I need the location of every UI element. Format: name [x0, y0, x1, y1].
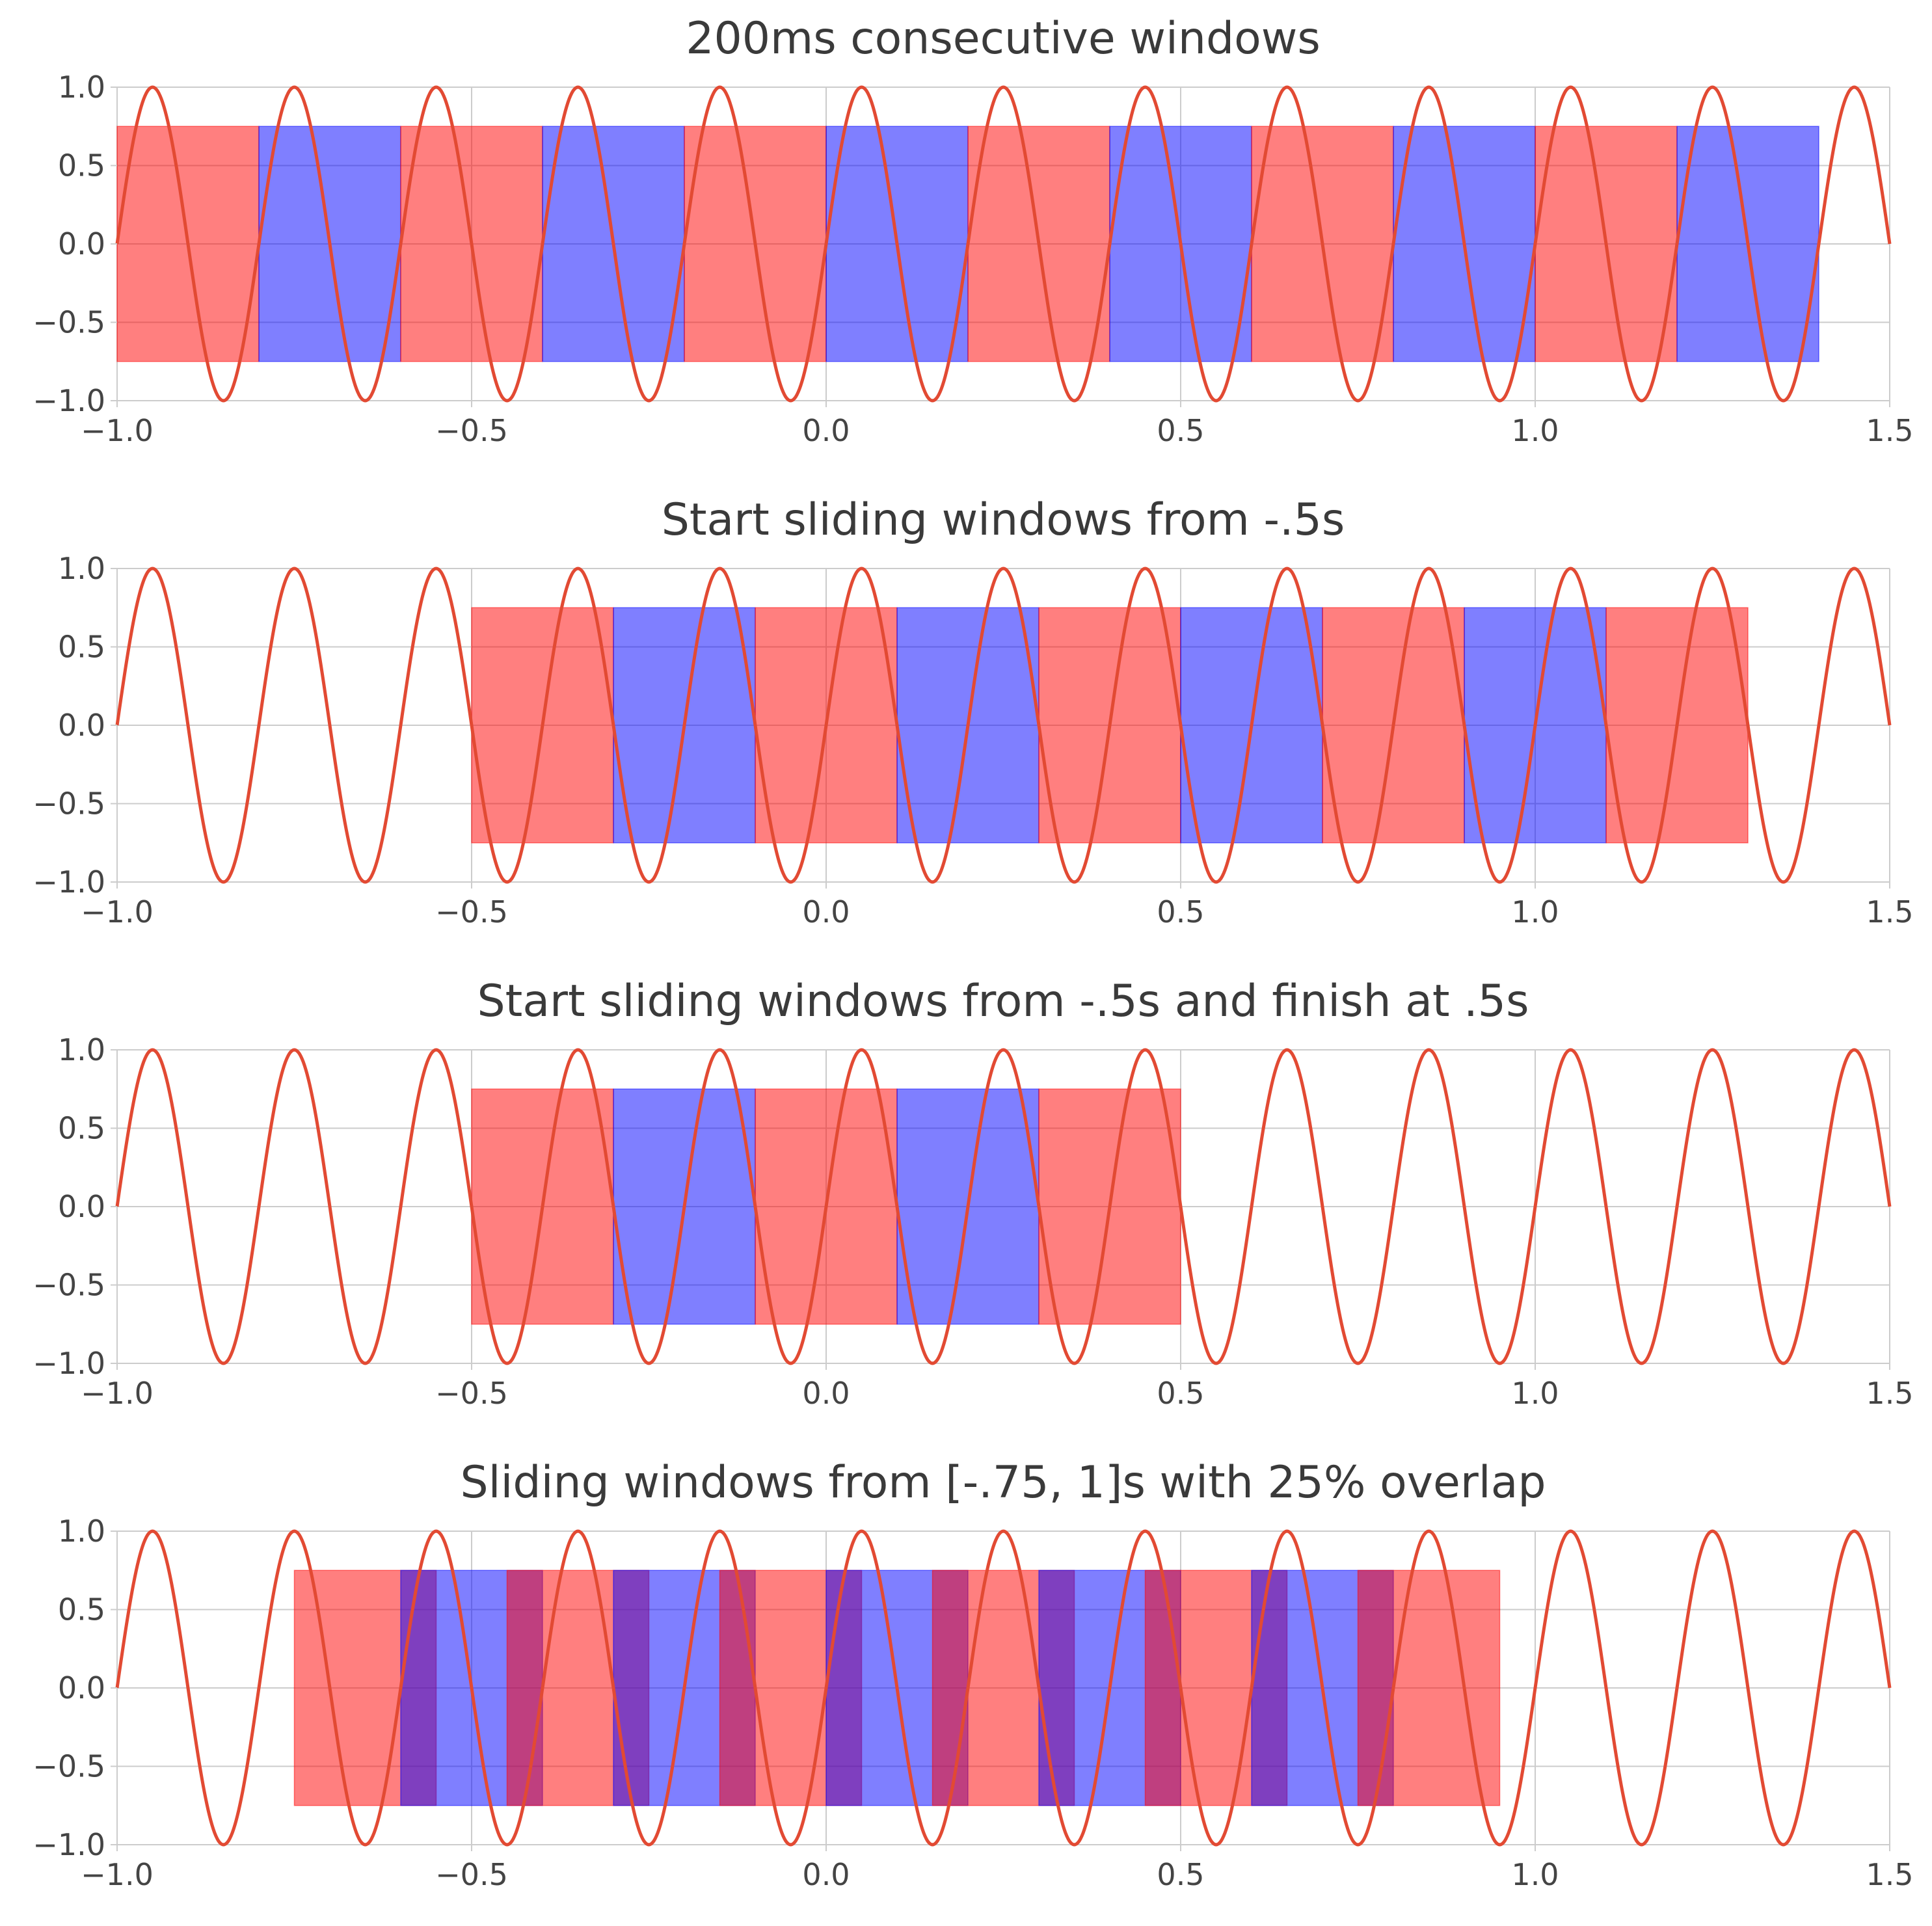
subplot-3-ytick-label-0: 1.0 [58, 1032, 105, 1067]
subplot-4-window-11 [1357, 1570, 1501, 1806]
subplot-2-y-ticks: 1.0 0.5 0.0 −0.5 −1.0 [33, 551, 117, 900]
subplot-2-xtick-label-1: −0.5 [435, 894, 508, 930]
subplot-4-title: Sliding windows from [-.75, 1]s with 25%… [460, 1457, 1546, 1508]
subplot-1-ytick-label-3: −0.5 [33, 305, 105, 340]
subplot-4-xtick-label-4: 1.0 [1511, 1857, 1559, 1892]
subplot-2: Start sliding windows from -.5s 1.0 0.5 0.… [33, 494, 1913, 930]
subplot-2-xtick-label-0: −1.0 [81, 894, 154, 930]
subplot-2-xtick-label-4: 1.0 [1511, 894, 1559, 930]
subplot-4-ytick-label-1: 0.5 [58, 1592, 105, 1627]
subplot-1: 200ms consecutive windows 1.00.50.0−0.5−… [33, 13, 1913, 448]
subplot-2-window-3 [755, 607, 898, 844]
subplot-4-xtick-label-5: 1.5 [1866, 1857, 1913, 1892]
subplot-1-signal [115, 85, 1892, 403]
subplot-1-ytick-label-2: 0.0 [58, 226, 105, 261]
subplot-2-ytick-label-1: 0.5 [58, 630, 105, 665]
subplot-4-xtick-label-3: 0.5 [1157, 1857, 1204, 1892]
subplot-1-xtick-label-1: −0.5 [435, 413, 508, 448]
subplot-3-xtick-label-4: 1.0 [1511, 1376, 1559, 1411]
subplot-4-ytick-label-4: −1.0 [33, 1827, 105, 1862]
subplot-1-ytick-label-4: −1.0 [33, 383, 105, 418]
subplot-3-xtick-label-2: 0.0 [802, 1376, 850, 1411]
subplot-2-signal-line [115, 567, 1892, 884]
subplot-1-xtick-label-2: 0.0 [802, 413, 850, 448]
subplot-3-signal [115, 1048, 1892, 1365]
subplot-4: Sliding windows from [-.75, 1]s with 25%… [33, 1457, 1913, 1892]
subplot-3-title: Start sliding windows from -.5s and fini… [477, 976, 1529, 1027]
subplot-3-signal-line [115, 1048, 1892, 1365]
subplot-3-y-ticks: 1.0 0.5 0.0 −0.5 −1.0 [33, 1032, 117, 1381]
subplot-2-title: Start sliding windows from -.5s [662, 494, 1345, 546]
subplot-4-ytick-label-0: 1.0 [58, 1514, 105, 1549]
subplot-1-ytick-label-0: 1.0 [58, 70, 105, 105]
subplot-3-xtick-label-5: 1.5 [1866, 1376, 1913, 1411]
subplot-2-ytick-label-0: 1.0 [58, 551, 105, 586]
subplot-1-title: 200ms consecutive windows [686, 13, 1321, 64]
subplot-1-xtick-label-0: −1.0 [81, 413, 154, 448]
subplot-3-xtick-label-3: 0.5 [1157, 1376, 1204, 1411]
subplot-4-signal [115, 1529, 1892, 1847]
subplot-4-x-ticks: −1.0 −0.5 0.0 0.5 1.0 1.5 [81, 1845, 1914, 1892]
subplot-4-ytick-label-2: 0.0 [58, 1670, 105, 1705]
subplot-3-ytick-label-4: −1.0 [33, 1346, 105, 1381]
subplot-1-xtick-label-3: 0.5 [1157, 413, 1204, 448]
subplot-4-y-ticks: 1.0 0.5 0.0 −0.5 −1.0 [33, 1514, 117, 1862]
subplot-4-xtick-label-1: −0.5 [435, 1857, 508, 1892]
subplot-4-signal-line [115, 1529, 1892, 1847]
subplot-3-ytick-label-2: 0.0 [58, 1189, 105, 1224]
subplot-2-ytick-label-3: −0.5 [33, 786, 105, 822]
subplot-2-x-ticks: −1.0 −0.5 0.0 0.5 1.0 1.5 [81, 882, 1914, 930]
subplot-2-xtick-label-3: 0.5 [1157, 894, 1204, 930]
subplot-1-signal-line [115, 85, 1892, 403]
subplot-3: Start sliding windows from -.5s and fini… [33, 976, 1913, 1411]
subplot-1-ytick-label-1: 0.5 [58, 148, 105, 183]
subplot-3-x-ticks: −1.0 −0.5 0.0 0.5 1.0 1.5 [81, 1363, 1914, 1411]
subplot-4-xtick-label-0: −1.0 [81, 1857, 154, 1892]
subplot-2-xtick-label-5: 1.5 [1866, 894, 1913, 930]
subplot-2-ytick-label-2: 0.0 [58, 708, 105, 743]
subplot-4-ytick-label-3: −0.5 [33, 1749, 105, 1784]
subplot-2-signal [115, 567, 1892, 884]
subplot-4-xtick-label-2: 0.0 [802, 1857, 850, 1892]
subplot-3-xtick-label-1: −0.5 [435, 1376, 508, 1411]
subplot-1-xtick-label-4: 1.0 [1511, 413, 1559, 448]
subplot-2-xtick-label-2: 0.0 [802, 894, 850, 930]
subplot-1-y-ticks: 1.0 0.5 0.0 −0.5 −1.0 [33, 70, 117, 418]
subplot-3-xtick-label-0: −1.0 [81, 1376, 154, 1411]
subplot-3-ytick-label-1: 0.5 [58, 1111, 105, 1146]
subplot-1-xtick-label-5: 1.5 [1866, 413, 1913, 448]
subplot-3-ytick-label-3: −0.5 [33, 1268, 105, 1303]
subplot-2-ytick-label-4: −1.0 [33, 864, 105, 900]
subplot-1-x-ticks: −1.0 −0.5 0.0 0.5 1.0 1.5 [81, 401, 1914, 448]
